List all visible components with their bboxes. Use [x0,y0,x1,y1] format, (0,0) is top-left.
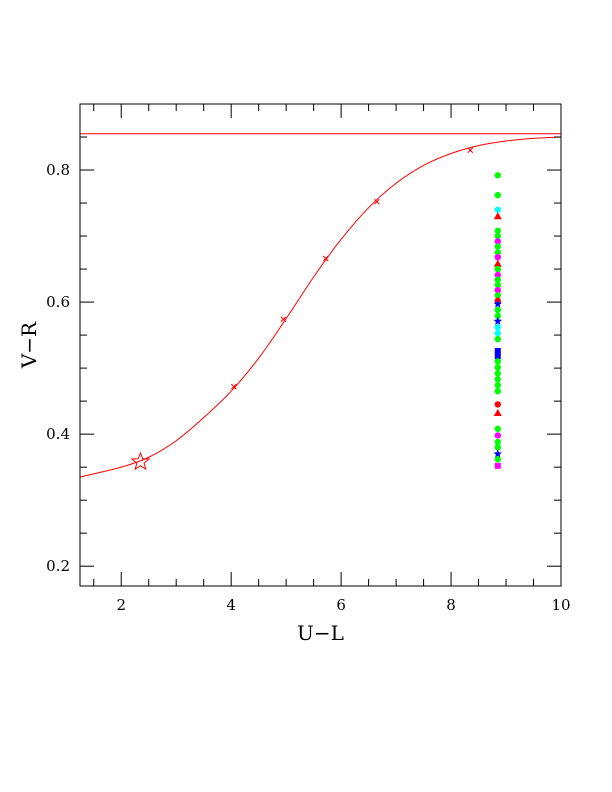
curve-marker-stroke [280,316,287,323]
data-point [494,347,501,354]
x-tick-label: 6 [336,596,346,614]
data-point [494,329,501,337]
data-point [494,286,501,294]
data-point [494,306,501,314]
data-point [494,172,501,179]
y-tick-labels: 0.2 0.4 0.6 0.8 [46,161,70,575]
plot-content [80,133,561,478]
y-axis-label: V−R [17,321,41,369]
data-point [494,227,501,234]
data-point [494,265,501,273]
curve-marker [280,316,287,323]
data-point [494,206,501,213]
x-tick-label: 4 [226,596,236,614]
data-point [494,281,501,289]
data-point [494,462,501,469]
x-tick-label: 10 [551,596,570,614]
data-point [494,425,501,433]
curve-marker [467,147,474,154]
axis-ticks [80,103,562,586]
data-point [494,271,501,279]
data-point [494,232,501,240]
y-tick-label: 0.2 [46,557,70,575]
data-point [494,376,501,383]
curve-marker-stroke [467,147,474,154]
data-point [493,212,502,220]
data-point [494,292,501,299]
x-tick-label: 2 [116,596,126,614]
curve-marker [373,198,380,205]
data-point [494,370,501,377]
star-point [130,451,151,471]
data-point [494,312,501,320]
y-tick-label: 0.4 [46,425,70,443]
curve-marker [231,383,237,390]
data-point [493,259,502,267]
data-point [494,388,501,395]
data-point [494,456,501,463]
data-point [494,249,501,256]
data-point [494,335,501,343]
model-curve [80,136,561,478]
curve-marker-stroke [231,383,237,390]
data-point [494,353,501,360]
curve-marker-stroke [322,255,329,262]
data-point [494,238,501,245]
x-tick-labels: 2 4 6 8 10 [116,596,570,614]
curve-marker [322,255,329,262]
data-point [494,276,501,283]
x-axis-label: U−L [297,621,344,645]
data-point [494,382,501,389]
data-point [494,444,501,451]
y-tick-label: 0.8 [46,161,70,179]
data-point [494,432,501,439]
data-point [494,438,501,446]
data-point [494,364,501,371]
data-point [494,401,501,408]
data-point [493,316,503,325]
data-point [494,253,501,261]
data-point [494,323,501,331]
data-point [493,409,502,417]
plot-area [80,133,561,478]
x-tick-label: 8 [446,596,456,614]
y-tick-label: 0.6 [46,293,70,311]
data-point [493,449,503,458]
data-point [494,358,501,365]
data-point [494,191,501,199]
data-point [494,243,501,250]
data-point [493,299,503,308]
plot-frame [79,103,562,587]
curve-marker-stroke [373,198,380,205]
